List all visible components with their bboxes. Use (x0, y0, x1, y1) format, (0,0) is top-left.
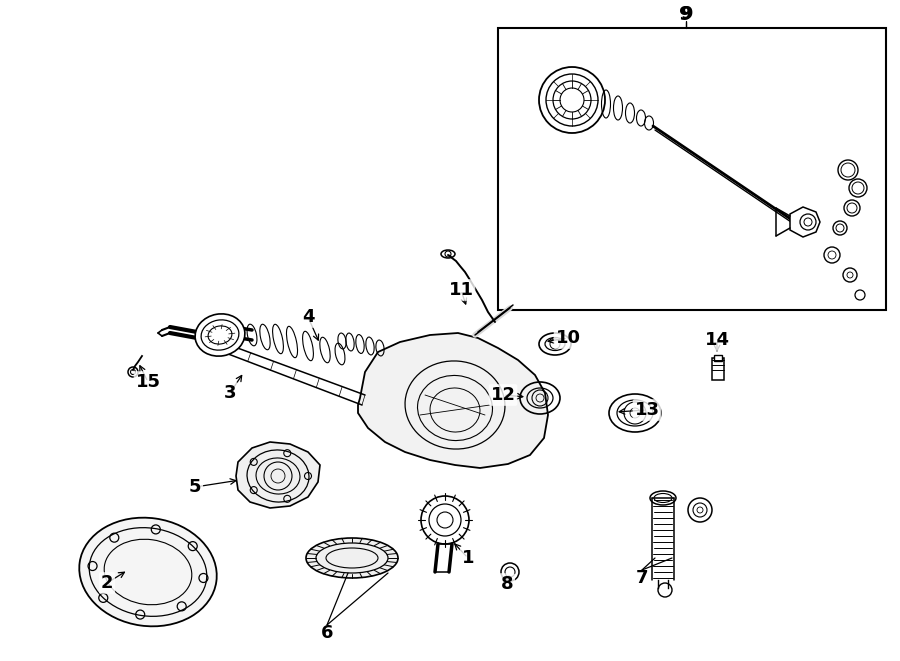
Text: 12: 12 (491, 386, 516, 404)
Text: 8: 8 (500, 575, 513, 593)
Polygon shape (790, 207, 820, 237)
Text: 3: 3 (224, 384, 236, 402)
Text: 9: 9 (680, 5, 692, 23)
Text: 10: 10 (555, 329, 580, 347)
Text: 9: 9 (680, 5, 693, 24)
Bar (714, 355, 722, 361)
Ellipse shape (609, 394, 661, 432)
Ellipse shape (79, 518, 217, 627)
Text: 15: 15 (136, 373, 160, 391)
Text: 5: 5 (189, 478, 202, 496)
Polygon shape (358, 333, 548, 468)
Bar (498, 28, 886, 310)
Text: 2: 2 (101, 574, 113, 592)
Polygon shape (236, 442, 320, 508)
Text: 11: 11 (448, 281, 473, 299)
Text: 4: 4 (302, 308, 314, 326)
Text: 6: 6 (320, 624, 333, 642)
Text: 13: 13 (634, 401, 660, 419)
Ellipse shape (306, 538, 398, 578)
Text: 14: 14 (705, 331, 730, 349)
Text: 1: 1 (462, 549, 474, 567)
Text: 7: 7 (635, 569, 648, 587)
Bar (712, 358, 724, 380)
Ellipse shape (195, 314, 245, 356)
